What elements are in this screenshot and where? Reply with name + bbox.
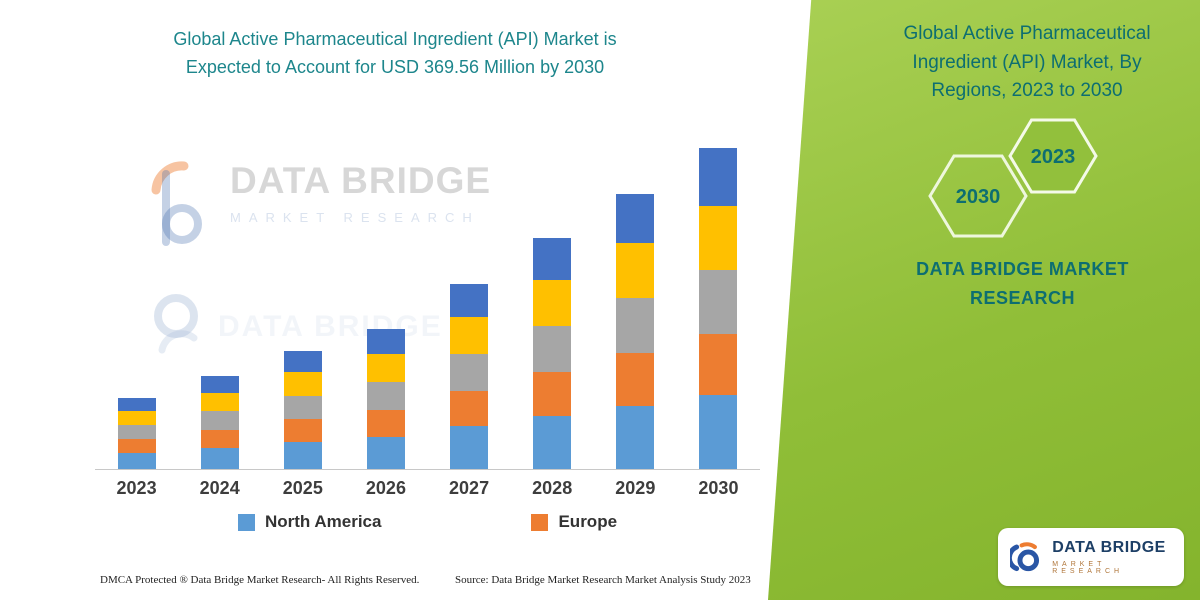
badge-brand-subtext: MARKET RESEARCH — [1052, 561, 1124, 575]
watermark-title: DATA BRIDGE — [230, 160, 492, 201]
hexagon-years-graphic: 2030 2023 — [928, 118, 1098, 238]
bar-slot-2030 — [677, 140, 760, 469]
side-panel: Global Active Pharmaceutical Ingredient … — [768, 0, 1200, 600]
hexagon-year-2023: 2023 — [1031, 146, 1076, 168]
side-panel-title: Global Active Pharmaceutical Ingredient … — [903, 23, 1151, 101]
x-axis-label-2028: 2028 — [532, 478, 573, 498]
bar-segment-segment-dark-blue — [117, 397, 156, 411]
bar-segment-europe — [200, 430, 239, 448]
legend-label-north-america: North America — [264, 512, 382, 531]
stacked-bar-2028 — [533, 238, 572, 469]
bar-slot-2025 — [261, 140, 344, 469]
bar-segment-segment-yellow — [699, 205, 738, 271]
stacked-bar-2025 — [283, 350, 322, 469]
bar-segment-segment-dark-blue — [200, 376, 239, 393]
bar-slot-2026 — [344, 140, 427, 469]
badge-brand-name: DATA BRIDGE — [1052, 539, 1166, 556]
bar-segment-north-america — [450, 426, 489, 469]
bar-segment-north-america — [366, 436, 405, 469]
data-bridge-logo-icon — [151, 161, 202, 246]
data-bridge-badge-icon — [1010, 542, 1040, 572]
bar-segment-north-america — [616, 405, 655, 469]
bar-slot-2028 — [511, 140, 594, 469]
legend-swatch-north-america — [237, 513, 255, 531]
badge-text: DATA BRIDGE MARKET RESEARCH — [1052, 539, 1172, 575]
bar-segment-europe — [283, 419, 322, 442]
watermark-text: DATA BRIDGE MARKET RESEARCH — [230, 160, 491, 225]
legend-label-europe: Europe — [558, 512, 618, 531]
legend-swatch-europe — [531, 513, 549, 531]
bar-segment-north-america — [699, 395, 738, 469]
hexagon-year-2030: 2030 — [956, 186, 1001, 208]
x-axis-label-2025: 2025 — [282, 478, 323, 498]
bar-segment-segment-yellow — [616, 243, 655, 299]
bar-segment-europe — [117, 439, 156, 453]
x-axis-labels: 2023 2024 2025 2026 2027 2028 2029 2030 — [95, 478, 760, 499]
x-axis-label-2027: 2027 — [449, 478, 490, 498]
title-line-2: Expected to Account for USD 369.56 Milli… — [185, 56, 605, 77]
bar-segment-north-america — [200, 447, 239, 469]
page-title: Global Active Pharmaceutical Ingredient … — [70, 26, 720, 82]
bar-segment-north-america — [533, 415, 572, 469]
stacked-bar-2030 — [699, 148, 738, 469]
bar-segment-europe — [616, 353, 655, 406]
data-bridge-swirl-icon — [154, 294, 198, 354]
stacked-bar-2023 — [117, 397, 156, 469]
bar-segment-segment-yellow — [200, 392, 239, 412]
stacked-bar-chart — [95, 140, 760, 470]
bar-slot-2023 — [95, 140, 178, 469]
bar-segment-segment-gray — [117, 424, 156, 440]
x-axis-label-2023: 2023 — [116, 478, 157, 498]
bar-slot-2024 — [178, 140, 261, 469]
bar-segment-segment-dark-blue — [699, 148, 738, 206]
bar-segment-europe — [699, 334, 738, 396]
bar-segment-segment-yellow — [283, 372, 322, 396]
bar-segment-segment-dark-blue — [366, 329, 405, 355]
bar-segment-segment-yellow — [533, 279, 572, 326]
x-axis-label-2026: 2026 — [365, 478, 406, 498]
bar-segment-north-america — [117, 452, 156, 469]
bar-slot-2027 — [428, 140, 511, 469]
bar-segment-europe — [450, 391, 489, 427]
bar-segment-segment-gray — [450, 354, 489, 392]
chart-legend: North America Europe — [95, 512, 760, 532]
chart-panel: Global Active Pharmaceutical Ingredient … — [70, 26, 760, 586]
hexagon-2030 — [928, 154, 1028, 238]
bar-segment-segment-yellow — [366, 354, 405, 383]
bar-segment-segment-gray — [699, 270, 738, 335]
hexagon-2023 — [1008, 118, 1098, 194]
stacked-bar-2024 — [200, 376, 239, 469]
bar-segment-segment-dark-blue — [533, 238, 572, 280]
bar-segment-segment-gray — [200, 411, 239, 431]
watermark-row: DATA BRIDGE MARKET RESEARCH — [150, 160, 491, 252]
stacked-bar-2027 — [450, 283, 489, 469]
bar-segment-segment-yellow — [450, 317, 489, 355]
logo-badge: DATA BRIDGE MARKET RESEARCH — [998, 528, 1184, 586]
bar-segment-segment-dark-blue — [616, 193, 655, 244]
bar-segment-europe — [533, 372, 572, 416]
bar-segment-segment-gray — [283, 395, 322, 420]
bar-segment-europe — [366, 410, 405, 437]
title-line-1: Global Active Pharmaceutical Ingredient … — [173, 29, 617, 49]
stacked-bar-2026 — [366, 329, 405, 469]
bar-segment-segment-gray — [366, 382, 405, 411]
bar-segment-segment-gray — [616, 298, 655, 354]
stacked-bar-2029 — [616, 193, 655, 469]
x-axis-label-2029: 2029 — [615, 478, 656, 498]
bar-segment-north-america — [283, 441, 322, 469]
bar-segment-segment-gray — [533, 325, 572, 373]
bar-slot-2029 — [594, 140, 677, 469]
bar-segment-segment-dark-blue — [450, 283, 489, 318]
source-note: Source: Data Bridge Market Research Mark… — [455, 574, 751, 586]
dmca-note: DMCA Protected ® Data Bridge Market Rese… — [100, 574, 420, 586]
brand-text: DATA BRIDGE MARKET RESEARCH — [916, 259, 1129, 308]
legend-item-europe: Europe — [531, 512, 617, 532]
x-axis-label-2030: 2030 — [698, 478, 739, 498]
x-axis-label-2024: 2024 — [199, 478, 240, 498]
bar-segment-segment-yellow — [117, 410, 156, 425]
watermark-subtitle: MARKET RESEARCH — [230, 210, 480, 225]
bar-segment-segment-dark-blue — [283, 350, 322, 373]
legend-item-north-america: North America — [237, 512, 382, 532]
